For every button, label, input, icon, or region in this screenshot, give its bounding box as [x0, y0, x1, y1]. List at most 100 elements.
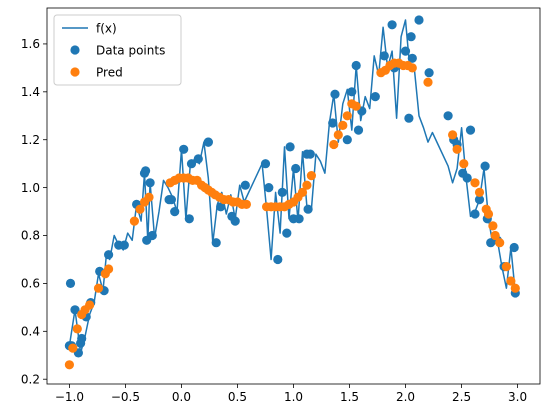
data-point	[286, 142, 295, 151]
legend-label: Data points	[96, 44, 165, 58]
data-point	[347, 87, 356, 96]
y-tick-label: 0.2	[21, 372, 40, 386]
data-point	[401, 47, 410, 56]
legend-data-swatch	[70, 45, 79, 54]
data-point	[354, 126, 363, 135]
data-point	[194, 154, 203, 163]
data-point	[510, 243, 519, 252]
data-point	[148, 231, 157, 240]
legend: f(x) Data points Pred	[54, 15, 181, 85]
data-point	[231, 217, 240, 226]
data-point	[278, 188, 287, 197]
data-point	[66, 279, 75, 288]
pred-point	[338, 121, 347, 130]
data-point	[77, 334, 86, 343]
legend-pred-swatch	[70, 67, 79, 76]
data-point	[343, 135, 352, 144]
legend-label: f(x)	[96, 22, 117, 36]
pred-point	[352, 102, 361, 111]
data-point	[304, 205, 313, 214]
data-point	[167, 195, 176, 204]
data-point	[179, 145, 188, 154]
pred-point	[302, 181, 311, 190]
data-point	[444, 111, 453, 120]
pred-point	[85, 300, 94, 309]
data-point	[371, 92, 380, 101]
x-tick-label: 2.0	[396, 390, 415, 404]
pred-point	[343, 111, 352, 120]
pred-point	[329, 140, 338, 149]
pred-point	[73, 324, 82, 333]
data-point	[404, 114, 413, 123]
pred-point	[453, 145, 462, 154]
pred-point	[470, 178, 479, 187]
data-point	[425, 68, 434, 77]
pred-point	[242, 200, 251, 209]
pred-point	[307, 171, 316, 180]
y-tick-label: 1.6	[21, 37, 40, 51]
legend-label: Pred	[96, 66, 123, 80]
x-tick-label: 2.5	[452, 390, 471, 404]
pred-point	[130, 217, 139, 226]
data-point	[328, 118, 337, 127]
x-tick-label: −0.5	[111, 390, 140, 404]
data-point	[470, 209, 479, 218]
pred-point	[144, 193, 153, 202]
data-point	[241, 181, 250, 190]
data-point	[212, 238, 221, 247]
pred-point	[448, 130, 457, 139]
pred-point	[459, 159, 468, 168]
pred-point	[423, 78, 432, 87]
x-tick-label: 1.0	[284, 390, 303, 404]
data-point	[120, 241, 129, 250]
data-point	[291, 164, 300, 173]
data-point	[414, 15, 423, 24]
data-point	[141, 166, 150, 175]
data-point	[306, 150, 315, 159]
x-tick-label: 1.5	[340, 390, 359, 404]
pred-point	[408, 63, 417, 72]
pred-point	[488, 221, 497, 230]
data-point	[204, 138, 213, 147]
data-point	[388, 20, 397, 29]
pred-point	[104, 264, 113, 273]
data-point	[282, 229, 291, 238]
data-point	[104, 250, 113, 259]
data-point	[407, 32, 416, 41]
y-tick-label: 0.6	[21, 277, 40, 291]
data-point	[463, 173, 472, 182]
x-tick-label: 0.5	[228, 390, 247, 404]
data-point	[185, 214, 194, 223]
y-tick-label: 1.2	[21, 133, 40, 147]
data-point	[466, 126, 475, 135]
x-tick-label: 0.0	[172, 390, 191, 404]
pred-point	[484, 209, 493, 218]
pred-point	[334, 130, 343, 139]
pred-point	[94, 284, 103, 293]
y-tick-label: 0.8	[21, 229, 40, 243]
pred-point	[495, 238, 504, 247]
data-point	[170, 207, 179, 216]
y-tick-label: 1.0	[21, 181, 40, 195]
x-tick-label: −1.0	[55, 390, 84, 404]
data-point	[352, 61, 361, 70]
pred-point	[511, 284, 520, 293]
data-point	[380, 51, 389, 60]
pred-point	[475, 188, 484, 197]
pred-point	[68, 344, 77, 353]
data-point	[481, 162, 490, 171]
y-tick-label: 0.4	[21, 325, 40, 339]
data-point	[273, 255, 282, 264]
pred-point	[502, 262, 511, 271]
data-point	[295, 214, 304, 223]
data-point	[330, 90, 339, 99]
y-tick-label: 1.4	[21, 85, 40, 99]
data-point	[146, 178, 155, 187]
data-point	[261, 159, 270, 168]
pred-points-group	[65, 59, 520, 370]
pred-point	[65, 360, 74, 369]
x-tick-label: 3.0	[508, 390, 527, 404]
data-point	[264, 183, 273, 192]
